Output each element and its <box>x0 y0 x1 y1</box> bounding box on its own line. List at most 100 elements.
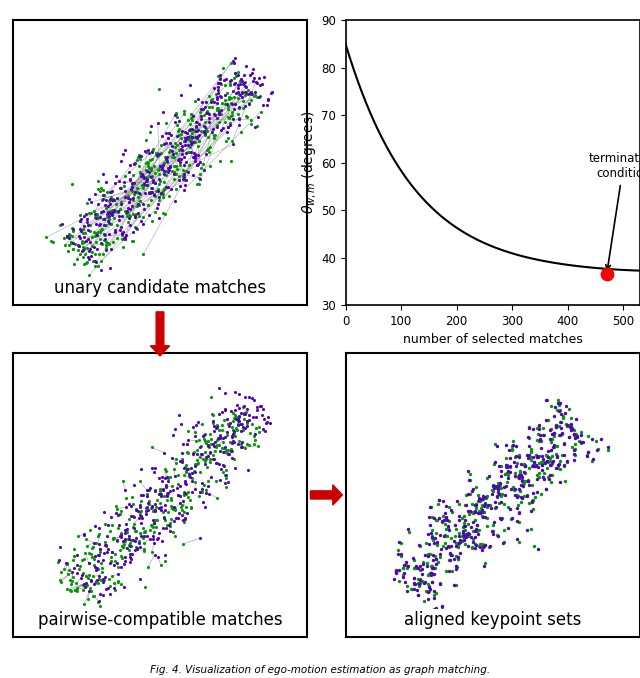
Point <box>426 533 436 544</box>
Point <box>553 398 563 409</box>
Point <box>527 496 538 506</box>
Point <box>549 431 559 441</box>
Point <box>83 593 93 604</box>
Point <box>441 512 451 523</box>
Point <box>120 536 130 546</box>
Point <box>161 479 172 490</box>
Point <box>67 225 77 236</box>
Point <box>170 116 180 127</box>
Point <box>494 498 504 508</box>
Point <box>107 204 117 215</box>
Point <box>105 526 115 537</box>
Point <box>181 478 191 489</box>
Point <box>563 403 573 414</box>
Point <box>403 524 413 535</box>
Point <box>140 525 150 536</box>
Point <box>570 450 580 461</box>
Point <box>243 84 253 95</box>
Point <box>138 172 148 182</box>
Point <box>166 481 177 492</box>
Point <box>500 460 511 471</box>
Point <box>454 511 465 521</box>
Point <box>444 524 454 535</box>
Point <box>511 490 522 500</box>
Point <box>566 424 577 435</box>
Point <box>509 490 520 500</box>
Point <box>106 186 116 197</box>
Point <box>223 444 233 455</box>
Point <box>471 540 481 551</box>
Point <box>113 206 124 217</box>
Point <box>518 479 528 490</box>
Point <box>148 506 158 517</box>
Point <box>550 462 561 473</box>
Point <box>463 505 474 516</box>
Point <box>461 532 472 542</box>
Point <box>212 421 222 432</box>
Point <box>484 500 495 511</box>
Point <box>429 563 440 574</box>
Point <box>547 469 557 480</box>
Point <box>100 245 111 256</box>
Point <box>138 170 148 181</box>
Point <box>415 575 425 586</box>
Point <box>254 422 264 433</box>
Point <box>475 508 485 519</box>
Point <box>413 573 423 584</box>
Point <box>145 171 155 182</box>
Point <box>214 439 225 450</box>
Point <box>115 544 125 555</box>
Point <box>225 117 235 128</box>
Point <box>232 416 243 426</box>
Point <box>145 188 156 199</box>
Point <box>145 126 156 137</box>
Point <box>470 542 481 553</box>
Point <box>180 127 190 138</box>
Point <box>163 166 173 177</box>
Point <box>75 223 85 234</box>
Point <box>230 53 240 64</box>
Point <box>494 489 504 500</box>
Point <box>492 441 502 452</box>
Point <box>108 533 118 544</box>
Point <box>244 415 255 426</box>
Point <box>180 147 191 158</box>
Point <box>236 418 246 429</box>
Point <box>532 487 542 498</box>
Point <box>74 241 84 252</box>
Point <box>90 521 100 532</box>
Point <box>199 430 209 441</box>
Point <box>147 170 157 181</box>
Point <box>467 506 477 517</box>
Point <box>582 450 593 461</box>
Point <box>432 615 442 626</box>
Point <box>116 197 127 207</box>
Point <box>135 510 145 521</box>
Point <box>480 498 490 508</box>
Point <box>499 525 509 536</box>
Point <box>171 454 181 464</box>
Point <box>161 127 171 138</box>
Point <box>177 149 188 160</box>
Point <box>149 160 159 171</box>
Point <box>46 236 56 247</box>
Point <box>105 186 115 197</box>
Point <box>210 109 220 120</box>
Point <box>463 528 473 539</box>
Point <box>502 473 513 484</box>
Point <box>242 420 252 431</box>
Point <box>163 132 173 143</box>
Point <box>230 77 240 88</box>
Point <box>583 430 593 441</box>
Point <box>170 109 180 120</box>
Point <box>201 452 211 463</box>
Point <box>502 468 512 479</box>
Point <box>109 205 120 216</box>
Point <box>574 436 584 447</box>
Point <box>129 221 140 232</box>
Point <box>515 479 525 490</box>
Point <box>464 508 474 519</box>
Point <box>441 543 451 554</box>
Point <box>426 561 436 572</box>
Point <box>434 610 444 621</box>
